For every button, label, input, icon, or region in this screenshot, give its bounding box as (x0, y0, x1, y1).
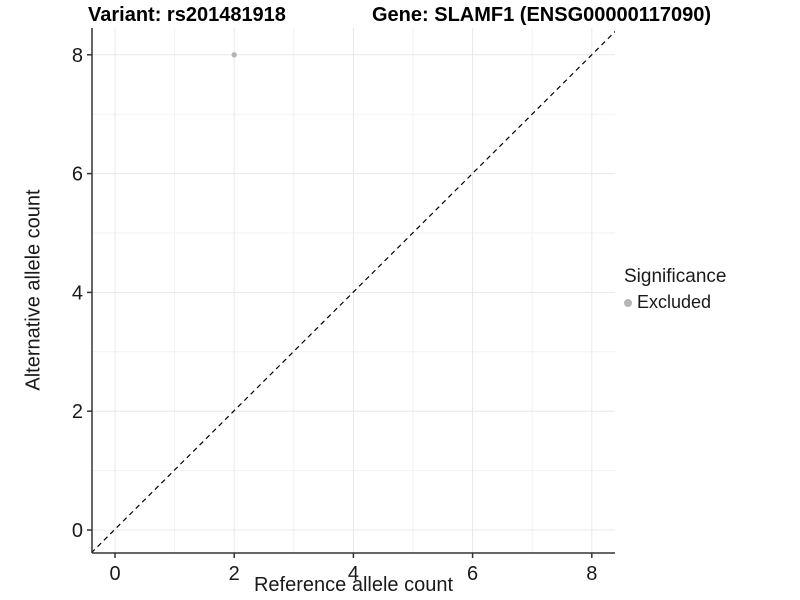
legend-item-excluded: Excluded (624, 292, 726, 313)
y-tick-label: 2 (72, 401, 83, 423)
x-tick-label: 2 (229, 563, 240, 585)
identity-reference-line (92, 30, 615, 553)
legend-point-icon (624, 298, 632, 307)
x-axis-title: Reference allele count (253, 574, 453, 596)
y-tick-label: 6 (72, 164, 83, 186)
y-tick-label: 4 (72, 282, 83, 304)
x-tick-label: 8 (586, 563, 597, 585)
legend-title: Significance (624, 266, 727, 287)
plot-title-variant: Variant: rs201481918 (88, 4, 286, 26)
data-point (231, 52, 237, 58)
legend-item-label: Excluded (637, 292, 712, 312)
x-tick-label: 4 (348, 563, 359, 585)
y-tick-label: 8 (72, 45, 83, 67)
y-tick-label: 0 (72, 520, 83, 542)
x-tick-label: 0 (109, 563, 120, 585)
plot-title-gene: Gene: SLAMF1 (ENSG00000117090) (372, 4, 712, 26)
x-tick-label: 6 (467, 563, 478, 585)
legend: Significance Excluded (624, 266, 726, 313)
y-axis-title: Alternative allele count (22, 189, 45, 391)
